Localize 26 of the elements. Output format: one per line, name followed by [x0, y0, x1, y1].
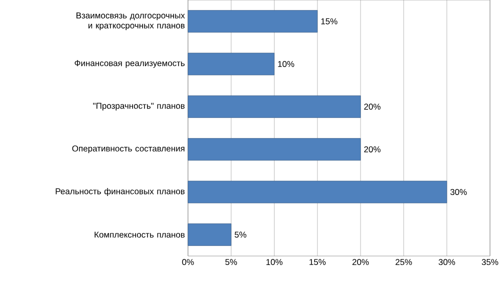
bar [188, 180, 448, 204]
y-tick-label: Финансовая реализуемость [74, 60, 185, 68]
x-tick-label: 35% [482, 259, 498, 266]
y-tick-label: Комплексность планов [94, 232, 185, 238]
x-tick-label: 15% [310, 259, 326, 266]
data-label: 20% [364, 104, 380, 110]
y-tick-label: Оперативность составления [72, 145, 184, 154]
x-tick-label: 5% [225, 259, 237, 266]
bar [188, 52, 274, 76]
y-tick-label: Реальность финансовых планов [56, 188, 185, 196]
x-tick-label: 0% [182, 259, 194, 266]
data-label: 20% [364, 146, 380, 152]
x-tick-label: 30% [438, 259, 456, 266]
data-label: 5% [234, 232, 246, 238]
x-tick-label: 20% [352, 259, 369, 266]
bar [188, 95, 361, 118]
y-tick-label: Взаимосвязь долгосрочных и краткосрочных планов [76, 12, 185, 30]
bar [188, 138, 361, 161]
x-tick-label: 25% [396, 259, 412, 266]
bar [188, 10, 318, 33]
data-label: 15% [321, 18, 338, 24]
y-tick-label: "Прозрачность" планов [93, 102, 185, 110]
x-tick-label: 10% [266, 259, 282, 266]
data-label: 10% [278, 61, 294, 68]
bar [188, 223, 232, 246]
data-label: 30% [450, 189, 467, 196]
